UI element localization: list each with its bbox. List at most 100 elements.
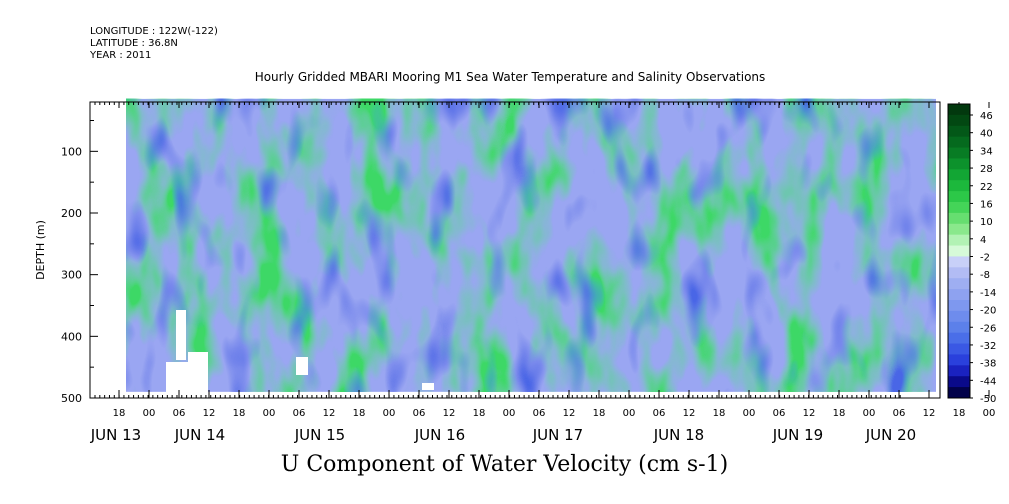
colorbar: 46 40 34 28 22 16 10 4 -2 -8 -14 -20 -26 -32 -38 -44 -50 <box>947 103 996 405</box>
x-tick-label-2: 06 <box>173 408 186 419</box>
longitude-label: LONGITUDE : 122W(-122) <box>90 26 218 37</box>
latitude-label: LATITUDE : 36.8N <box>90 38 178 49</box>
variable-label: U Component of Water Velocity (cm s-1) <box>280 452 729 477</box>
y-tick-label-100: 100 <box>61 145 82 158</box>
x-tick-label-8: 18 <box>353 408 366 419</box>
colorbar-swatch-8 <box>948 191 970 203</box>
x-tick-label-3: 12 <box>203 408 216 419</box>
x-tick-label-11: 12 <box>443 408 456 419</box>
x-day-label-2: JUN 15 <box>294 426 345 444</box>
y-axis-label: DEPTH (m) <box>34 220 47 280</box>
colorbar-swatch-4 <box>948 147 970 159</box>
colorbar-swatch-22 <box>948 343 970 355</box>
colorbar-swatch-15 <box>948 267 970 279</box>
x-tick-label-28: 18 <box>953 408 966 419</box>
colorbar-swatch-9 <box>948 202 970 214</box>
colorbar-swatch-16 <box>948 278 970 290</box>
colorbar-label-9: -8 <box>980 270 990 281</box>
x-day-label-4: JUN 17 <box>532 426 583 444</box>
colorbar-swatch-2 <box>948 125 970 138</box>
x-tick-label-22: 06 <box>773 408 786 419</box>
plot-frame <box>89 101 941 399</box>
x-tick-label-0: 18 <box>113 408 126 419</box>
colorbar-label-15: -44 <box>980 376 996 387</box>
colorbar-swatch-20 <box>948 321 970 334</box>
colorbar-label-10: -14 <box>980 288 996 299</box>
x-tick-label-19: 12 <box>683 408 696 419</box>
colorbar-swatch-14 <box>948 256 970 268</box>
velocity-field <box>126 98 936 400</box>
colorbar-swatch-3 <box>948 136 970 149</box>
colorbar-label-4: 22 <box>980 182 993 193</box>
colorbar-label-16: -50 <box>980 394 996 405</box>
missing-data-1 <box>176 310 186 360</box>
colorbar-swatch-1 <box>948 114 970 127</box>
x-tick-label-13: 00 <box>503 408 516 419</box>
x-tick-label-1: 00 <box>143 408 156 419</box>
colorbar-label-0: 46 <box>980 111 993 122</box>
colorbar-label-12: -26 <box>980 323 996 334</box>
x-day-label-3: JUN 16 <box>414 426 465 444</box>
x-tick-label-26: 06 <box>893 408 906 419</box>
colorbar-label-2: 34 <box>980 146 993 157</box>
year-label: YEAR : 2011 <box>90 50 152 61</box>
colorbar-swatch-7 <box>948 180 970 192</box>
colorbar-swatch-5 <box>948 158 970 170</box>
colorbar-swatch-13 <box>948 245 970 257</box>
colorbar-label-14: -38 <box>980 359 996 370</box>
colorbar-label-1: 40 <box>980 129 993 140</box>
colorbar-swatch-6 <box>948 169 970 181</box>
colorbar-swatch-23 <box>948 354 970 366</box>
colorbar-swatch-17 <box>948 289 970 301</box>
missing-data-3 <box>296 357 308 375</box>
colorbar-label-7: 4 <box>980 235 986 246</box>
x-tick-label-21: 00 <box>743 408 756 419</box>
x-tick-label-25: 00 <box>863 408 876 419</box>
x-day-label-1: JUN 14 <box>174 426 225 444</box>
colorbar-swatch-18 <box>948 300 970 312</box>
colorbar-swatch-0 <box>948 104 970 116</box>
x-tick-label-20: 18 <box>713 408 726 419</box>
x-tick-label-27: 12 <box>923 408 936 419</box>
field-inner <box>126 98 936 392</box>
colorbar-label-3: 28 <box>980 164 993 175</box>
x-day-label-6: JUN 19 <box>772 426 823 444</box>
x-tick-label-16: 18 <box>593 408 606 419</box>
x-tick-label-9: 00 <box>383 408 396 419</box>
y-tick-label-500: 500 <box>61 392 82 405</box>
x-tick-label-24: 18 <box>833 408 846 419</box>
x-tick-label-12: 18 <box>473 408 486 419</box>
colorbar-label-8: -2 <box>980 253 990 264</box>
field-base <box>126 98 936 392</box>
colorbar-swatch-10 <box>948 212 970 225</box>
x-tick-label-23: 12 <box>803 408 816 419</box>
x-tick-label-14: 06 <box>533 408 546 419</box>
chart-title: Hourly Gridded MBARI Mooring M1 Sea Wate… <box>254 70 766 84</box>
x-tick-label-10: 06 <box>413 408 426 419</box>
colorbar-swatch-12 <box>948 234 970 247</box>
x-tick-label-5: 00 <box>263 408 276 419</box>
x-tick-label-18: 06 <box>653 408 666 419</box>
y-tick-label-200: 200 <box>61 207 82 220</box>
colorbar-swatch-25 <box>948 376 970 388</box>
colorbar-swatch-11 <box>948 223 970 236</box>
missing-data-2 <box>188 352 208 392</box>
colorbar-frame <box>947 103 971 399</box>
x-day-label-0: JUN 13 <box>90 426 141 444</box>
colorbar-label-6: 10 <box>980 217 993 228</box>
colorbar-label-11: -20 <box>980 306 996 317</box>
x-tick-label-17: 00 <box>623 408 636 419</box>
missing-data-0 <box>166 362 188 400</box>
x-tick-label-6: 06 <box>293 408 306 419</box>
missing-data-4 <box>422 383 434 390</box>
x-tick-label-15: 12 <box>563 408 576 419</box>
colorbar-swatch-21 <box>948 332 970 345</box>
colorbar-swatch-24 <box>948 365 970 377</box>
colorbar-label-13: -32 <box>980 341 996 352</box>
x-tick-label-29: 00 <box>983 408 996 419</box>
x-day-label-7: JUN 20 <box>865 426 916 444</box>
y-tick-label-400: 400 <box>61 330 82 343</box>
colorbar-swatch-26 <box>948 387 970 399</box>
